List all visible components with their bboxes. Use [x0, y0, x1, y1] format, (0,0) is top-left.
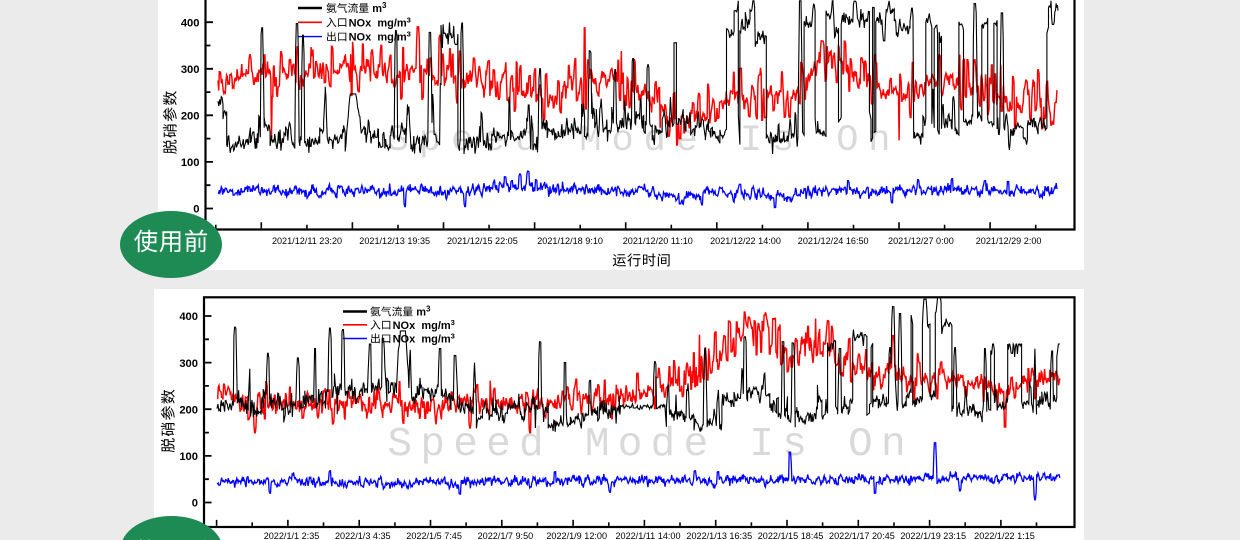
svg-text:100: 100 [181, 157, 200, 169]
svg-text:2021/12/22 14:00: 2021/12/22 14:00 [710, 236, 781, 246]
svg-text:2021/12/11 23:20: 2021/12/11 23:20 [272, 236, 342, 246]
svg-text:200: 200 [181, 111, 200, 123]
svg-text:400: 400 [179, 311, 198, 323]
svg-text:2022/1/19 23:15: 2022/1/19 23:15 [900, 531, 966, 540]
svg-text:2022/1/7 9:50: 2022/1/7 9:50 [478, 531, 534, 540]
svg-text:2021/12/29 2:00: 2021/12/29 2:00 [976, 236, 1042, 246]
svg-text:2021/12/13 19:35: 2021/12/13 19:35 [359, 236, 430, 246]
svg-text:300: 300 [181, 64, 200, 76]
svg-text:2022/1/22 1:15: 2022/1/22 1:15 [974, 531, 1035, 540]
svg-text:300: 300 [179, 358, 198, 370]
svg-text:2022/1/15 18:45: 2022/1/15 18:45 [758, 531, 824, 540]
svg-text:2022/1/9 12:00: 2022/1/9 12:00 [546, 531, 607, 540]
svg-text:2022/1/3 4:35: 2022/1/3 4:35 [335, 531, 391, 540]
svg-text:0: 0 [193, 204, 199, 216]
svg-text:2021/12/15 22:05: 2021/12/15 22:05 [447, 236, 518, 246]
svg-text:100: 100 [179, 451, 198, 463]
svg-text:2021/12/20 11:10: 2021/12/20 11:10 [623, 236, 693, 246]
svg-text:NOx mg/m3: NOx mg/m3 [349, 15, 411, 29]
svg-text:2021/12/18 9:10: 2021/12/18 9:10 [537, 236, 603, 246]
svg-text:2022/1/11 14:00: 2022/1/11 14:00 [615, 531, 680, 540]
svg-text:2021/12/27 0:00: 2021/12/27 0:00 [888, 236, 954, 246]
svg-text:400: 400 [181, 17, 200, 29]
svg-text:2022/1/17 20:45: 2022/1/17 20:45 [829, 531, 895, 540]
svg-text:NOx mg/m3: NOx mg/m3 [393, 332, 455, 346]
svg-text:2021/12/24 16:50: 2021/12/24 16:50 [798, 236, 869, 246]
svg-text:2022/1/1 2:35: 2022/1/1 2:35 [264, 531, 320, 540]
svg-text:0: 0 [192, 498, 198, 510]
svg-text:200: 200 [179, 404, 198, 416]
svg-text:2022/1/13 16:35: 2022/1/13 16:35 [686, 531, 752, 540]
svg-text:Speed Mode Is On: Speed Mode Is On [387, 422, 913, 468]
svg-text:2022/1/5 7:45: 2022/1/5 7:45 [406, 531, 462, 540]
svg-text:NOx mg/m3: NOx mg/m3 [349, 30, 411, 44]
svg-text:NOx mg/m3: NOx mg/m3 [393, 318, 455, 332]
